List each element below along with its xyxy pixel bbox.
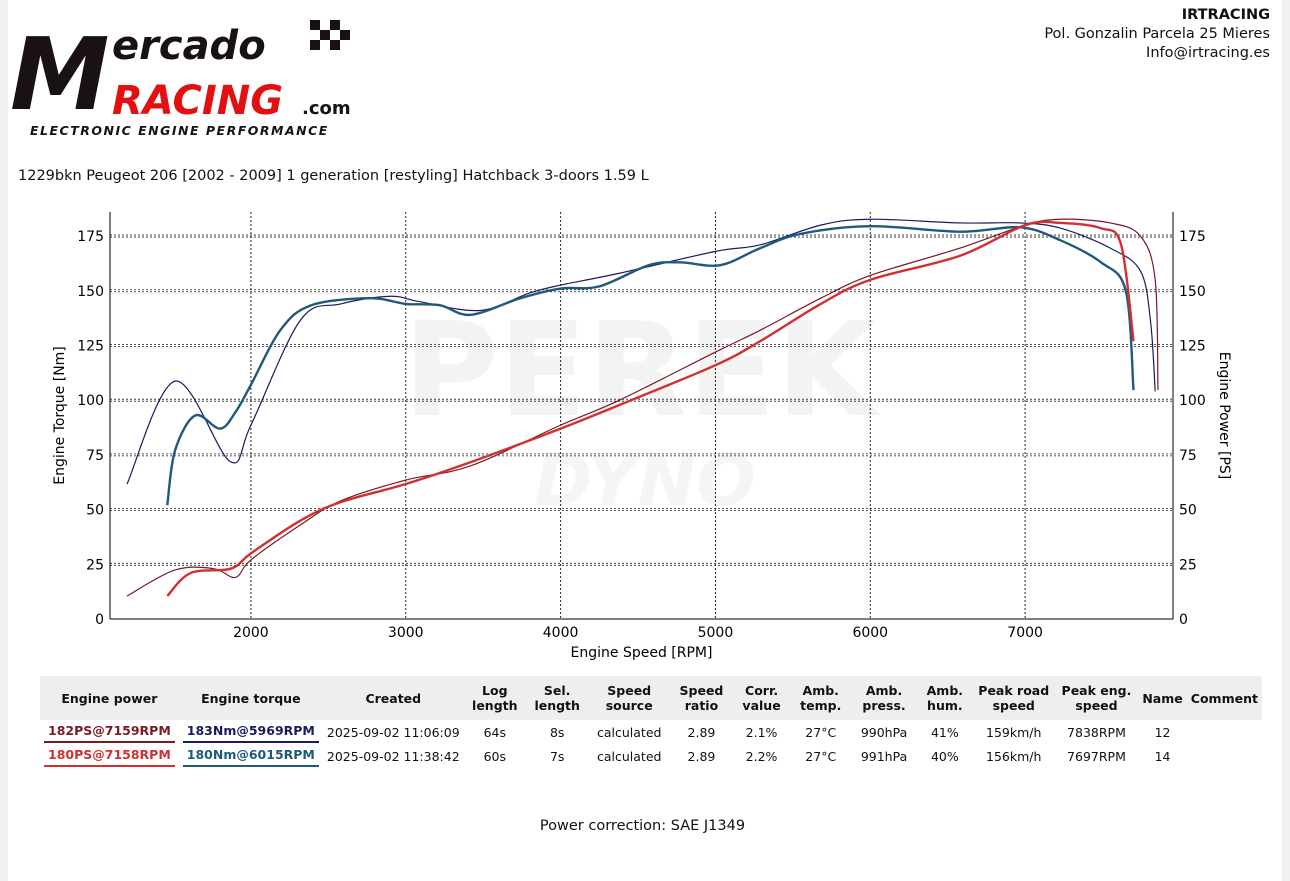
column-header: Amb. press. — [851, 676, 917, 720]
power-curve-run-1 — [126, 218, 1159, 597]
watermark: DYNO — [534, 440, 755, 522]
power-curve-run-2 — [166, 220, 1135, 597]
svg-text:ercado: ercado — [112, 23, 266, 69]
y-right-tick-label: 0 — [1179, 612, 1188, 628]
x-tick-label: 2000 — [233, 625, 269, 641]
column-header: Comment — [1186, 676, 1262, 720]
y-left-tick-label: 150 — [77, 284, 104, 300]
table-cell: 156km/h — [986, 748, 1042, 764]
table-cell: 12 — [1154, 724, 1171, 740]
table-cell: 7s — [549, 748, 565, 764]
y-left-tick-label: 0 — [95, 612, 104, 628]
power-correction: Power correction: SAE J1349 — [539, 818, 746, 834]
table-cell: 64s — [483, 724, 506, 740]
x-tick-label: 6000 — [852, 625, 888, 641]
company-name: IRTRACING — [1181, 7, 1270, 23]
x-tick-label: 3000 — [388, 625, 424, 641]
table-cell: 7697RPM — [1067, 748, 1126, 764]
svg-text:ELECTRONIC ENGINE PERFORMANCE: ELECTRONIC ENGINE PERFORMANCE — [30, 123, 329, 138]
peak-torque: 180Nm@6015RPM — [182, 747, 319, 767]
table-cell: 2.89 — [687, 724, 716, 740]
y-right-tick-label: 100 — [1179, 393, 1206, 409]
runs-table: Engine power Engine torque Created Log leng… — [40, 676, 1262, 768]
watermark: PEREK — [403, 294, 881, 446]
column-header: Peak road speed — [972, 676, 1055, 720]
y-right-tick-label: 75 — [1179, 448, 1197, 464]
table-cell: calculated — [596, 748, 662, 764]
y-left-tick-label: 25 — [86, 557, 104, 573]
column-header: Name — [1138, 676, 1187, 720]
table-cell: 27°C — [805, 748, 837, 764]
y-left-tick-label: 125 — [77, 338, 104, 354]
column-header: Engine power — [40, 676, 179, 720]
table-cell: 990hPa — [860, 724, 908, 740]
table-cell: 2.2% — [745, 748, 778, 764]
y-right-axis-label: Engine Power [PS] — [1216, 352, 1232, 479]
y-left-tick-label: 75 — [86, 448, 104, 464]
column-header: Speed ratio — [669, 676, 733, 720]
company-info: IRTRACING Pol. Gonzalin Parcela 25 Miere… — [1044, 6, 1270, 63]
y-left-tick-label: 100 — [77, 393, 104, 409]
y-right-tick-label: 125 — [1179, 338, 1206, 354]
peak-torque: 183Nm@5969RPM — [182, 723, 319, 743]
y-left-tick-label: 175 — [77, 229, 104, 245]
vehicle-title: 1229bkn Peugeot 206 [2002 - 2009] 1 gene… — [18, 168, 649, 184]
column-header: Corr. value — [732, 676, 791, 720]
column-header: Sel. length — [525, 676, 589, 720]
peak-power: 180PS@7158RPM — [44, 747, 175, 767]
column-header: Amb. hum. — [916, 676, 973, 720]
torque-curve-run-1 — [126, 218, 1156, 485]
table-cell: 41% — [930, 724, 959, 740]
page-edge-left — [0, 0, 8, 881]
svg-text:M: M — [10, 16, 110, 133]
table-row: 182PS@7159RPM 183Nm@5969RPM 2025-09-02 11:… — [40, 720, 1262, 744]
y-right-tick-label: 25 — [1179, 557, 1197, 573]
y-right-tick-label: 150 — [1179, 284, 1206, 300]
table-cell: 60s — [483, 748, 506, 764]
table-cell: 2025-09-02 11:06:09 — [326, 724, 460, 740]
column-header: Amb. temp. — [790, 676, 852, 720]
svg-text:.com: .com — [302, 98, 351, 119]
column-header: Created — [322, 676, 464, 720]
company-address: Pol. Gonzalin Parcela 25 Mieres — [1044, 26, 1270, 42]
x-axis-label: Engine Speed [RPM] — [571, 645, 713, 661]
x-tick-label: 5000 — [698, 625, 734, 641]
column-header: Peak eng. speed — [1054, 676, 1139, 720]
table-cell: 2025-09-02 11:38:42 — [326, 748, 460, 764]
table-cell: 40% — [930, 748, 959, 764]
table-cell: 7838RPM — [1067, 724, 1126, 740]
table-cell: 27°C — [805, 724, 837, 740]
logo: M ercado RACING .com ELECTRONIC ENGINE P… — [10, 16, 351, 138]
table-cell: 2.89 — [687, 748, 716, 764]
x-tick-label: 4000 — [543, 625, 579, 641]
y-left-tick-label: 50 — [86, 503, 104, 519]
column-header: Log length — [463, 676, 526, 720]
table-cell — [1187, 720, 1262, 744]
table-cell — [1187, 744, 1262, 768]
y-right-tick-label: 175 — [1179, 229, 1206, 245]
table-cell: 14 — [1154, 748, 1171, 764]
svg-text:RACING: RACING — [112, 78, 283, 124]
page-edge-right — [1282, 0, 1290, 881]
table-cell: 991hPa — [860, 748, 908, 764]
table-cell: calculated — [596, 724, 662, 740]
y-left-axis-label: Engine Torque [Nm] — [52, 346, 68, 485]
table-cell: 159km/h — [986, 724, 1042, 740]
x-tick-label: 7000 — [1007, 625, 1043, 641]
table-header: Engine power Engine torque Created Log leng… — [40, 676, 1262, 720]
company-email: Info@irtracing.es — [1146, 45, 1270, 61]
column-header: Engine torque — [178, 676, 323, 720]
y-right-tick-label: 50 — [1179, 503, 1197, 519]
table-row: 180PS@7158RPM 180Nm@6015RPM 2025-09-02 11:… — [40, 744, 1262, 768]
table-cell: 8s — [549, 724, 565, 740]
column-header: Speed source — [588, 676, 670, 720]
peak-power: 182PS@7159RPM — [44, 723, 175, 743]
table-cell: 2.1% — [745, 724, 778, 740]
